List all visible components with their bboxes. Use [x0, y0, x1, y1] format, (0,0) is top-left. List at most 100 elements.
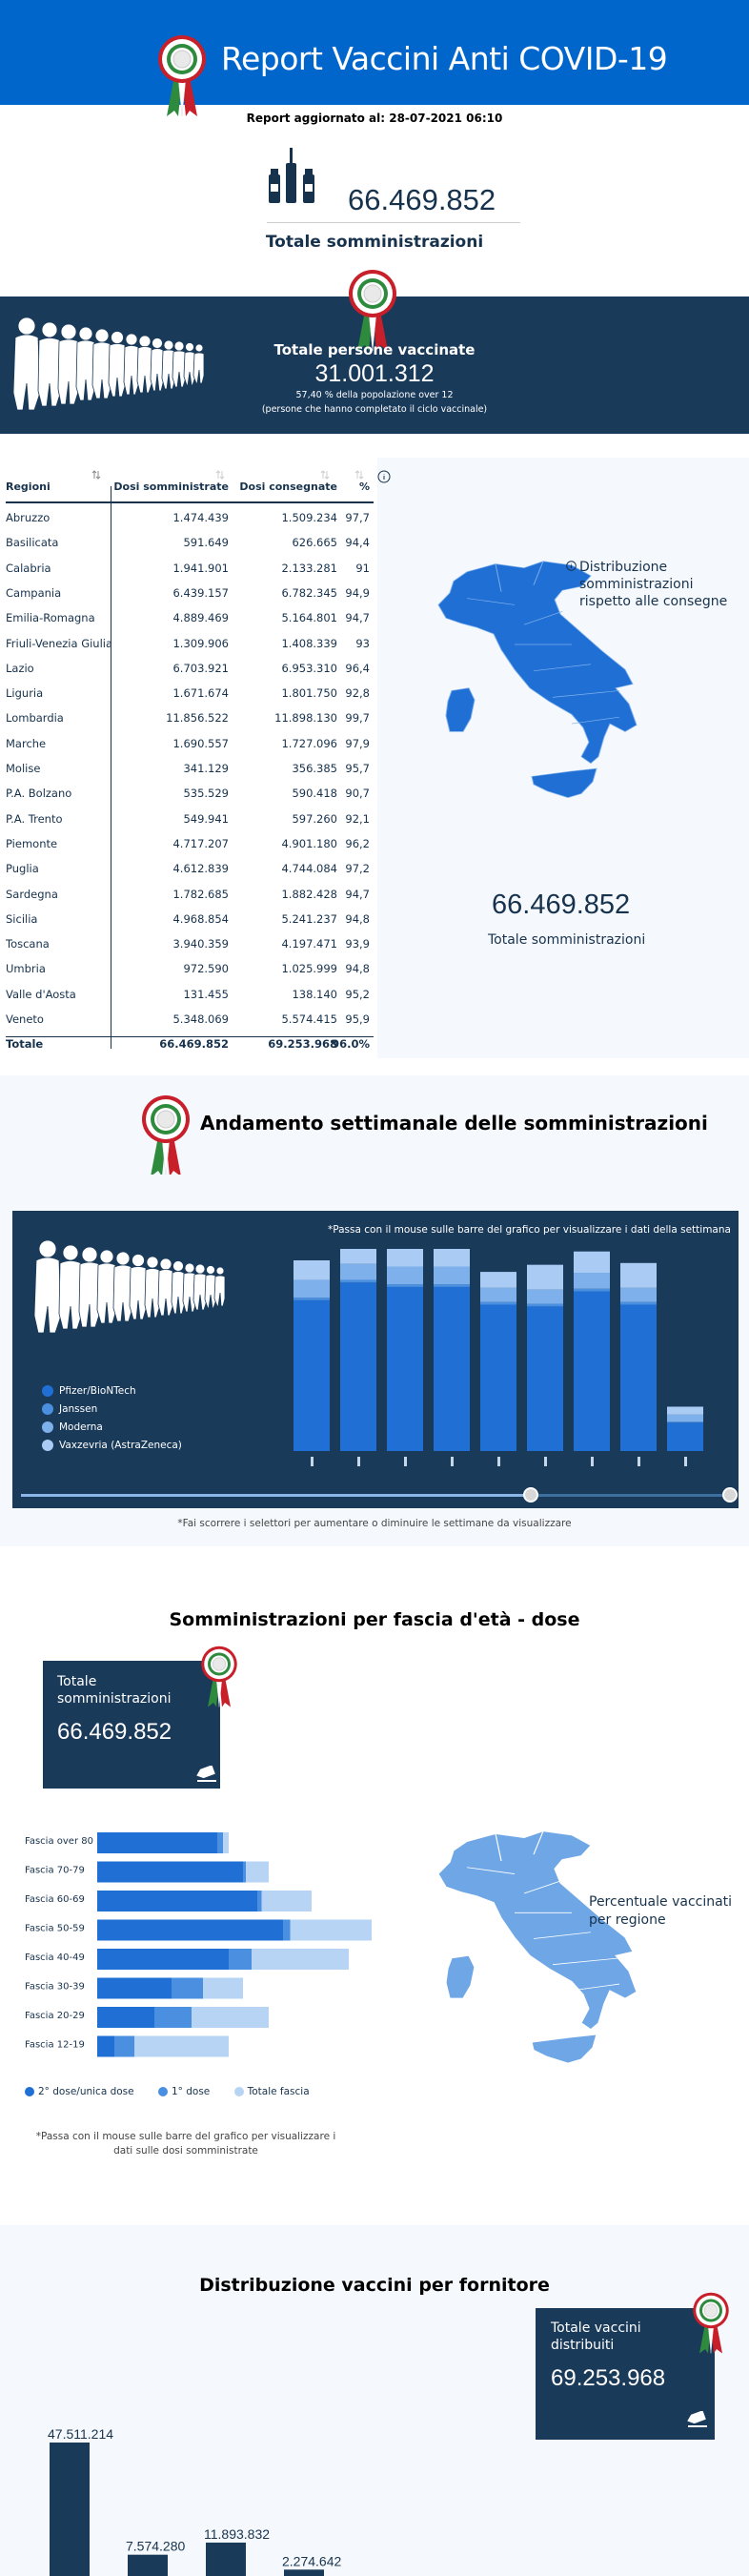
table-row[interactable]: Toscana 3.940.359 4.197.471 93,9 — [6, 931, 374, 956]
info-icon[interactable] — [566, 561, 577, 571]
weekly-bar-segment[interactable] — [667, 1422, 703, 1451]
table-row[interactable]: Lombardia 11.856.522 11.898.130 99,7 — [6, 705, 374, 730]
weekly-bar-segment[interactable] — [387, 1266, 423, 1285]
weekly-bar-segment[interactable] — [574, 1288, 610, 1292]
table-row[interactable]: Piemonte 4.717.207 4.901.180 96,2 — [6, 831, 374, 856]
fornitore-bar[interactable] — [50, 2443, 90, 2576]
weekly-bar-segment[interactable] — [340, 1263, 376, 1280]
weekly-bar-segment[interactable] — [574, 1273, 610, 1289]
fornitore-bar[interactable] — [128, 2554, 168, 2576]
col-dosi-consegnate[interactable]: Dosi consegnate — [239, 480, 337, 493]
fascia-bar-seconda-dose[interactable] — [97, 2035, 114, 2057]
range-slider-handle-right[interactable] — [722, 1487, 738, 1503]
table-row[interactable]: Sardegna 1.782.685 1.882.428 94,7 — [6, 882, 374, 907]
weekly-bar-segment[interactable] — [387, 1286, 423, 1451]
fornitore-bar[interactable] — [284, 2569, 324, 2576]
fascia-bar-prima-dose[interactable] — [229, 1949, 252, 1970]
legend-item-astrazeneca[interactable]: Vaxzevria (AstraZeneca) — [42, 1437, 182, 1455]
info-icon[interactable] — [377, 470, 391, 483]
table-row[interactable]: Puglia 4.612.839 4.744.084 97,2 — [6, 856, 374, 881]
weekly-bar-segment[interactable] — [434, 1266, 470, 1285]
weekly-bar-segment[interactable] — [340, 1279, 376, 1283]
weekly-bar-segment[interactable] — [387, 1249, 423, 1267]
weekly-bar-segment[interactable] — [294, 1299, 330, 1451]
table-row[interactable]: P.A. Trento 549.941 597.260 92,1 — [6, 807, 374, 831]
fascia-bar-seconda-dose[interactable] — [97, 1891, 257, 1912]
col-dosi-somministrate[interactable]: Dosi somministrate — [113, 480, 229, 493]
table-row[interactable]: Emilia-Romagna 4.889.469 5.164.801 94,7 — [6, 605, 374, 630]
table-row[interactable]: Umbria 972.590 1.025.999 94,8 — [6, 956, 374, 981]
table-row[interactable]: Veneto 5.348.069 5.574.415 95,9 — [6, 1007, 374, 1032]
weekly-bar-segment[interactable] — [574, 1291, 610, 1451]
table-row[interactable]: Calabria 1.941.901 2.133.281 91 — [6, 556, 374, 581]
weekly-bar-segment[interactable] — [620, 1287, 657, 1302]
col-regioni[interactable]: Regioni — [6, 480, 51, 493]
eraser-icon[interactable] — [193, 1766, 218, 1783]
col-percent[interactable]: % — [358, 480, 370, 493]
weekly-bar-segment[interactable] — [527, 1264, 563, 1290]
table-row[interactable]: Campania 6.439.157 6.782.345 94,9 — [6, 581, 374, 605]
legend-item-pfizer[interactable]: Pfizer/BioNTech — [42, 1382, 182, 1400]
weekly-bar-segment[interactable] — [527, 1289, 563, 1304]
weekly-bar-segment[interactable] — [527, 1306, 563, 1451]
legend-item-prima-dose[interactable]: 1° dose — [157, 2086, 210, 2097]
weekly-bar-segment[interactable] — [387, 1284, 423, 1287]
legend-item-moderna[interactable]: Moderna — [42, 1419, 182, 1437]
weekly-bar-segment[interactable] — [667, 1414, 703, 1422]
table-row[interactable]: Abruzzo 1.474.439 1.509.234 97,7 — [6, 505, 374, 530]
eraser-icon[interactable] — [684, 2411, 709, 2428]
legend-item-seconda-dose[interactable]: 2° dose/unica dose — [25, 2086, 134, 2097]
weekly-bar-segment[interactable] — [434, 1286, 470, 1451]
weekly-bar-segment[interactable] — [667, 1421, 703, 1423]
fascia-bar-prima-dose[interactable] — [283, 1919, 291, 1941]
weekly-bar-segment[interactable] — [294, 1279, 330, 1298]
fascia-bar-seconda-dose[interactable] — [97, 2007, 154, 2028]
weekly-bar-chart[interactable] — [286, 1249, 705, 1468]
fascia-bar-seconda-dose[interactable] — [97, 1861, 243, 1883]
weekly-bar-segment[interactable] — [527, 1303, 563, 1307]
fascia-bar-prima-dose[interactable] — [172, 1977, 203, 1999]
fornitore-bar-chart[interactable]: 47.511.214 7.574.280 11.893.832 2.274.642 — [19, 2412, 400, 2576]
weekly-bar-segment[interactable] — [667, 1406, 703, 1415]
weekly-bar-segment[interactable] — [574, 1251, 610, 1274]
weekly-bar-segment[interactable] — [620, 1301, 657, 1305]
fascia-bar-prima-dose[interactable] — [154, 2007, 192, 2028]
sort-icon[interactable] — [91, 469, 101, 480]
fascia-bar-prima-dose[interactable] — [114, 2035, 134, 2057]
fascia-bar-seconda-dose[interactable] — [97, 1832, 217, 1853]
weekly-bar-segment[interactable] — [480, 1304, 516, 1451]
weekly-bar-segment[interactable] — [294, 1298, 330, 1300]
table-row[interactable]: Marche 1.690.557 1.727.096 97,9 — [6, 731, 374, 756]
table-row[interactable]: Sicilia 4.968.854 5.241.237 94,8 — [6, 907, 374, 931]
italy-map-2[interactable] — [429, 1829, 638, 2081]
legend-item-totale-fascia[interactable]: Totale fascia — [233, 2086, 310, 2097]
sort-icon[interactable] — [320, 469, 330, 480]
table-row[interactable]: Basilicata 591.649 626.665 94,4 — [6, 530, 374, 555]
weekly-bar-segment[interactable] — [480, 1272, 516, 1288]
weekly-bar-segment[interactable] — [340, 1249, 376, 1264]
weekly-bar-segment[interactable] — [434, 1249, 470, 1267]
fascia-bar-prima-dose[interactable] — [257, 1891, 262, 1912]
fornitore-bar[interactable] — [206, 2542, 246, 2576]
fascia-bar-seconda-dose[interactable] — [97, 1977, 172, 1999]
table-row[interactable]: Molise 341.129 356.385 95,7 — [6, 756, 374, 781]
sort-icon[interactable] — [354, 469, 364, 480]
table-row[interactable]: Lazio 6.703.921 6.953.310 96,4 — [6, 656, 374, 681]
table-row[interactable]: Valle d'Aosta 131.455 138.140 95,2 — [6, 982, 374, 1007]
weekly-bar-segment[interactable] — [340, 1282, 376, 1451]
range-slider-handle-left[interactable] — [523, 1487, 538, 1503]
fascia-bar-prima-dose[interactable] — [243, 1861, 246, 1883]
fascia-bar-prima-dose[interactable] — [217, 1832, 223, 1853]
legend-item-janssen[interactable]: Janssen — [42, 1400, 182, 1419]
table-row[interactable]: P.A. Bolzano 535.529 590.418 90,7 — [6, 781, 374, 806]
weekly-bar-segment[interactable] — [620, 1262, 657, 1288]
weekly-bar-segment[interactable] — [480, 1301, 516, 1305]
table-row[interactable]: Liguria 1.671.674 1.801.750 92,8 — [6, 681, 374, 705]
fascia-bar-chart[interactable]: Fascia over 80 Fascia 70-79 Fascia 60-69 Fa… — [19, 1829, 381, 2067]
fascia-bar-seconda-dose[interactable] — [97, 1919, 283, 1941]
weekly-bar-segment[interactable] — [434, 1284, 470, 1287]
italy-map-1[interactable] — [429, 559, 638, 816]
weekly-bar-segment[interactable] — [294, 1260, 330, 1280]
weekly-bar-segment[interactable] — [480, 1287, 516, 1302]
weekly-bar-segment[interactable] — [620, 1304, 657, 1451]
